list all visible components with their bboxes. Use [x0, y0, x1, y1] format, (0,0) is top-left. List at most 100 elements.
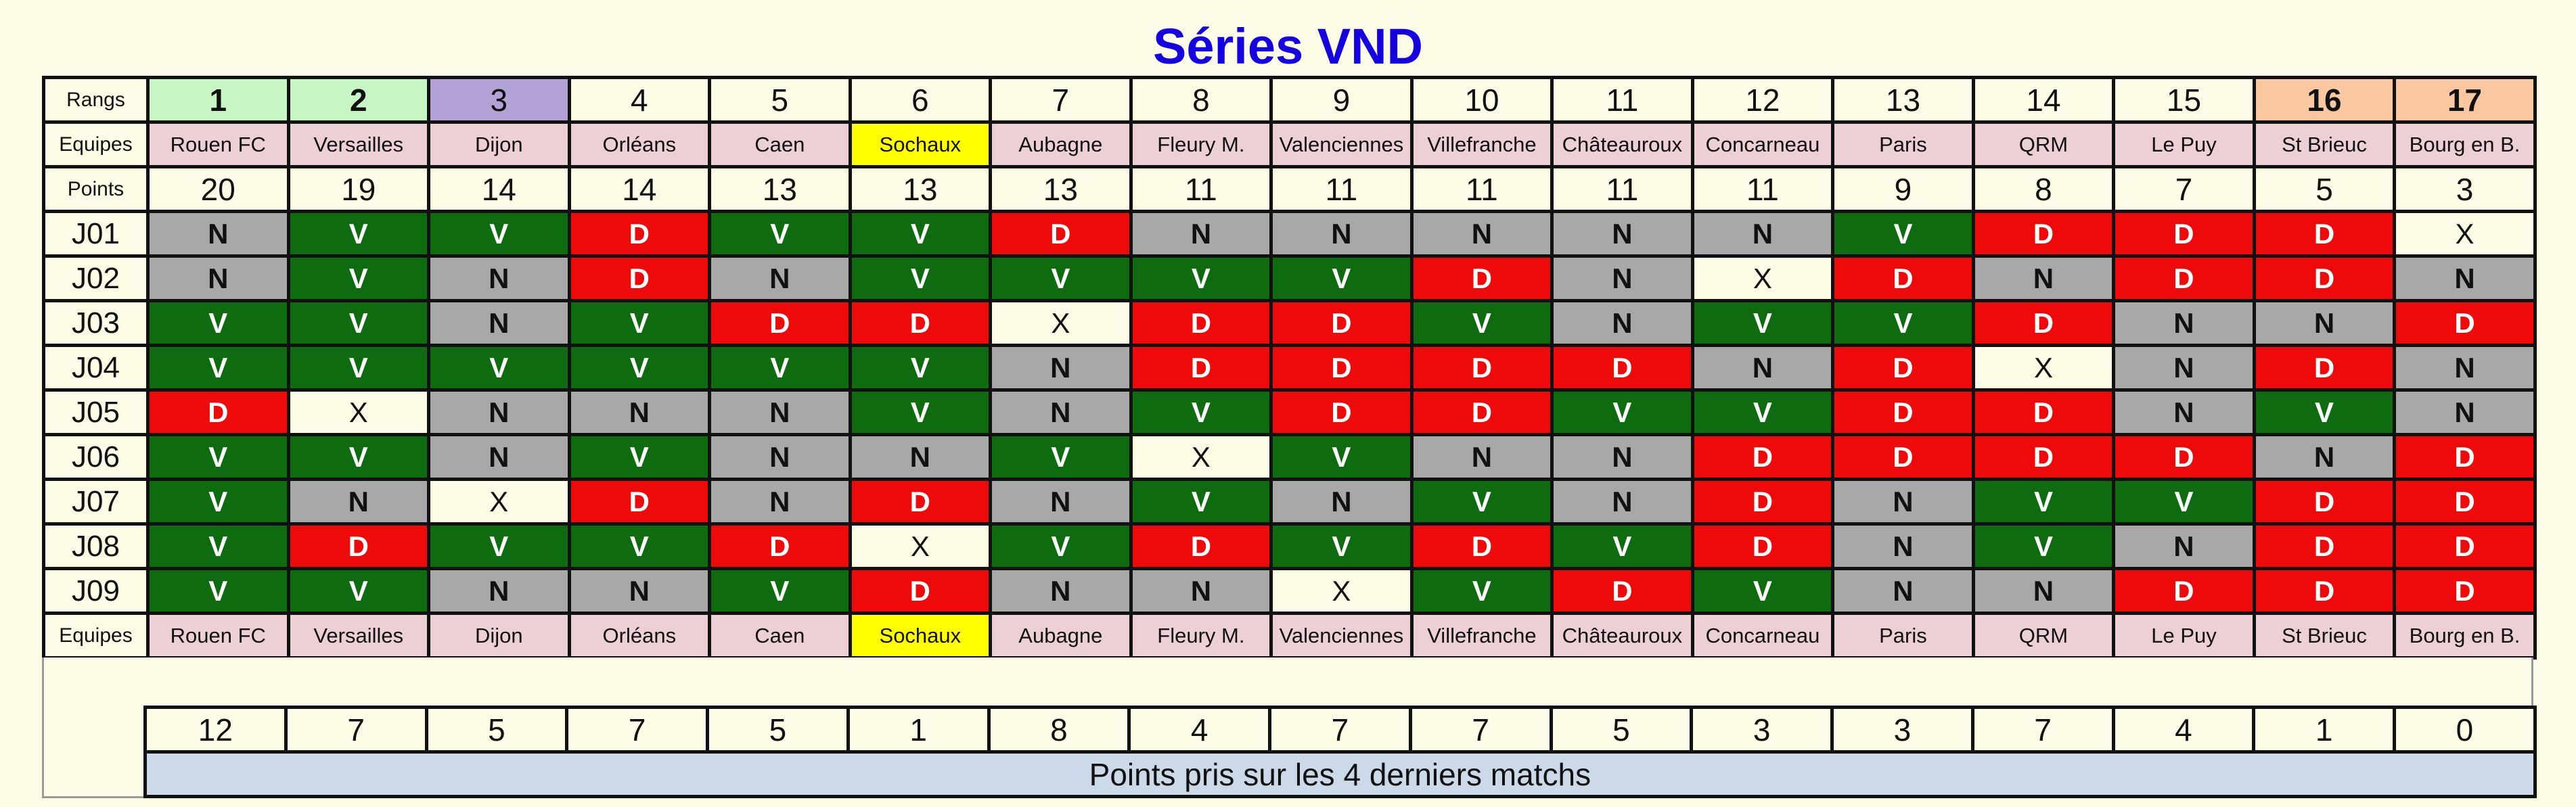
result-cell: N: [2393, 388, 2537, 436]
result-cell: N: [708, 388, 852, 436]
matchday-label: J04: [42, 344, 150, 392]
team-name-cell: Dijon: [427, 612, 571, 660]
team-name-cell: Caen: [708, 612, 852, 660]
result-cell: V: [1831, 299, 1975, 347]
team-name-cell: Sochaux: [848, 120, 993, 168]
result-cell: N: [1550, 299, 1694, 347]
recent-points-cell: 8: [987, 706, 1131, 754]
result-cell: N: [989, 344, 1133, 392]
result-cell: V: [989, 522, 1133, 570]
rank-cell: 17: [2393, 76, 2537, 124]
result-cell: N: [286, 478, 431, 526]
result-cell: V: [427, 522, 571, 570]
result-cell: D: [2252, 567, 2397, 615]
result-cell: V: [708, 210, 852, 258]
team-name-cell: Rouen FC: [146, 120, 290, 168]
points-cell: 8: [1971, 165, 2116, 213]
points-row-label: Points: [42, 165, 150, 213]
team-name-cell: Orléans: [567, 612, 712, 660]
team-name-cell: QRM: [1971, 120, 2116, 168]
points-cell: 14: [567, 165, 712, 213]
result-cell: D: [1831, 433, 1975, 481]
result-cell: N: [1550, 254, 1694, 302]
points-cell: 13: [989, 165, 1133, 213]
team-name-cell: St Brieuc: [2252, 612, 2397, 660]
team-name-cell: Sochaux: [848, 612, 993, 660]
result-cell: D: [708, 299, 852, 347]
result-cell: D: [2252, 344, 2397, 392]
team-name-cell: Dijon: [427, 120, 571, 168]
result-cell: N: [1971, 254, 2116, 302]
result-cell: V: [286, 567, 431, 615]
result-cell: V: [286, 433, 431, 481]
result-cell: V: [427, 210, 571, 258]
result-cell: N: [146, 254, 290, 302]
result-cell: V: [286, 344, 431, 392]
rank-cell: 8: [1129, 76, 1273, 124]
result-cell: D: [2252, 478, 2397, 526]
result-cell: X: [286, 388, 431, 436]
team-name-cell: Aubagne: [989, 120, 1133, 168]
recent-points-cell: 7: [1970, 706, 2115, 754]
rank-row: Rangs 1 2 3 4 5 6 7 8 9 10 11 12 13 14 15 16 17: [42, 76, 2537, 124]
result-cell: D: [1550, 567, 1694, 615]
team-name-cell: Le Puy: [2112, 612, 2256, 660]
rank-cell: 7: [989, 76, 1133, 124]
result-cell: D: [848, 478, 993, 526]
team-name-cell: Paris: [1831, 612, 1975, 660]
result-cell: N: [1690, 344, 1835, 392]
result-cell: D: [1409, 344, 1554, 392]
result-cell: D: [1971, 433, 2116, 481]
result-cell: D: [1550, 344, 1694, 392]
result-cell: X: [1971, 344, 2116, 392]
result-cell: V: [427, 344, 571, 392]
result-cell: N: [1690, 210, 1835, 258]
result-cell: D: [567, 254, 712, 302]
result-cell: V: [848, 388, 993, 436]
result-cell: V: [708, 344, 852, 392]
team-name-cell: Concarneau: [1690, 120, 1835, 168]
matchday-label: J07: [42, 478, 150, 526]
result-cell: D: [1831, 254, 1975, 302]
result-cell: D: [1831, 344, 1975, 392]
recent-points-caption: Points pris sur les 4 derniers matchs: [143, 750, 2537, 798]
result-cell: N: [1129, 210, 1273, 258]
result-cell: V: [146, 299, 290, 347]
result-cell: N: [567, 567, 712, 615]
result-cell: D: [848, 567, 993, 615]
result-cell: D: [1129, 299, 1273, 347]
result-cell: V: [567, 299, 712, 347]
result-cell: V: [567, 433, 712, 481]
points-cell: 19: [286, 165, 431, 213]
result-cell: D: [1971, 299, 2116, 347]
result-cell: X: [1129, 433, 1273, 481]
rank-cell: 5: [708, 76, 852, 124]
result-cell: D: [1690, 433, 1835, 481]
result-cell: N: [1269, 478, 1414, 526]
result-cell: N: [708, 254, 852, 302]
result-cell: N: [2112, 344, 2256, 392]
points-cell: 5: [2252, 165, 2397, 213]
result-cell: V: [1831, 210, 1975, 258]
result-cell: N: [1269, 210, 1414, 258]
result-cell: X: [1269, 567, 1414, 615]
points-cell: 11: [1409, 165, 1554, 213]
result-cell: V: [1409, 478, 1554, 526]
recent-points-cell: 5: [1549, 706, 1694, 754]
team-footer-label: Equipes: [42, 612, 150, 660]
result-cell: V: [286, 299, 431, 347]
result-cell: V: [1971, 522, 2116, 570]
result-cell: N: [1409, 433, 1554, 481]
result-cell: V: [2252, 388, 2397, 436]
result-cell: D: [2112, 254, 2256, 302]
result-cell: D: [1269, 388, 1414, 436]
result-cell: V: [286, 254, 431, 302]
result-cell: D: [1971, 210, 2116, 258]
points-cell: 11: [1269, 165, 1414, 213]
result-cell: N: [708, 478, 852, 526]
team-name-cell: Bourg en B.: [2393, 120, 2537, 168]
result-cell: D: [2252, 210, 2397, 258]
matchday-row: J02 N V N D N V V V V D N X D N D D N: [42, 254, 2537, 302]
result-cell: N: [2252, 433, 2397, 481]
